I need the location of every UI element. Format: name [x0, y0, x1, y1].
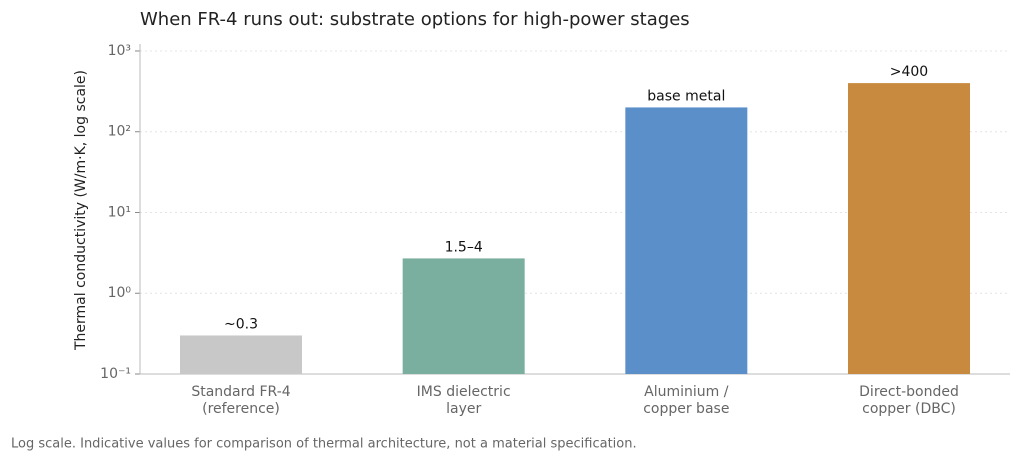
y-tick-label: 10¹ — [108, 204, 131, 220]
bar — [625, 107, 748, 374]
y-axis-label: Thermal conductivity (W/m·K, log scale) — [73, 70, 89, 351]
value-label: ~0.3 — [224, 316, 258, 332]
footnote: Log scale. Indicative values for compari… — [11, 437, 637, 452]
value-label: >400 — [890, 64, 928, 80]
y-tick-label: 10⁰ — [108, 285, 132, 301]
value-label: 1.5–4 — [445, 239, 483, 255]
bar — [848, 83, 970, 374]
x-tick-label: Standard FR-4 (reference) — [191, 384, 290, 417]
value-label: base metal — [647, 88, 725, 104]
bar — [180, 335, 302, 374]
y-tick-label: 10³ — [108, 43, 131, 59]
x-tick-label: Direct-bonded copper (DBC) — [859, 384, 959, 417]
chart-title: When FR-4 runs out: substrate options fo… — [140, 9, 690, 30]
x-tick-label: Aluminium / copper base — [643, 384, 729, 417]
bar — [402, 258, 525, 374]
y-tick-label: 10⁻¹ — [100, 366, 131, 382]
y-tick-label: 10² — [108, 124, 131, 140]
x-tick-label: IMS dielectric layer — [417, 384, 511, 417]
